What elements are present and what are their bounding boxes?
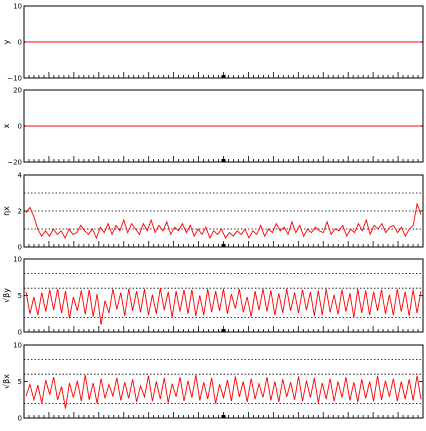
y-tick-label: −20	[7, 159, 22, 167]
axis-marker	[221, 75, 226, 78]
plot-frame	[23, 258, 424, 333]
axis-marker	[221, 329, 226, 332]
y-tick-label: 0	[18, 244, 22, 252]
y-tick-label: 5	[18, 292, 22, 300]
y-tick-label: 0	[18, 329, 22, 337]
y-tick-label: 10	[13, 3, 22, 11]
series-line	[25, 374, 422, 409]
y-tick-label: 10	[13, 256, 22, 264]
series-line	[25, 288, 422, 325]
y-tick-label: −10	[7, 75, 22, 83]
y-axis-label: ηx	[2, 206, 11, 216]
y-tick-label: 2	[18, 208, 22, 216]
y-tick-label: 20	[13, 87, 22, 95]
y-tick-label: 5	[18, 378, 22, 386]
axis-marker	[221, 159, 226, 162]
y-axis-label: √βx	[2, 374, 11, 389]
axis-marker	[221, 415, 226, 418]
y-tick-label: 0	[18, 123, 22, 131]
y-tick-label: 4	[18, 172, 23, 180]
y-tick-label: 0	[18, 39, 22, 47]
y-tick-label: 10	[13, 342, 22, 350]
y-axis-label: √βy	[2, 288, 11, 303]
series-line	[25, 202, 422, 240]
y-axis-label: x	[2, 123, 11, 128]
axis-marker	[221, 244, 226, 247]
y-tick-label: 0	[18, 415, 22, 423]
y-axis-label: y	[2, 39, 11, 44]
